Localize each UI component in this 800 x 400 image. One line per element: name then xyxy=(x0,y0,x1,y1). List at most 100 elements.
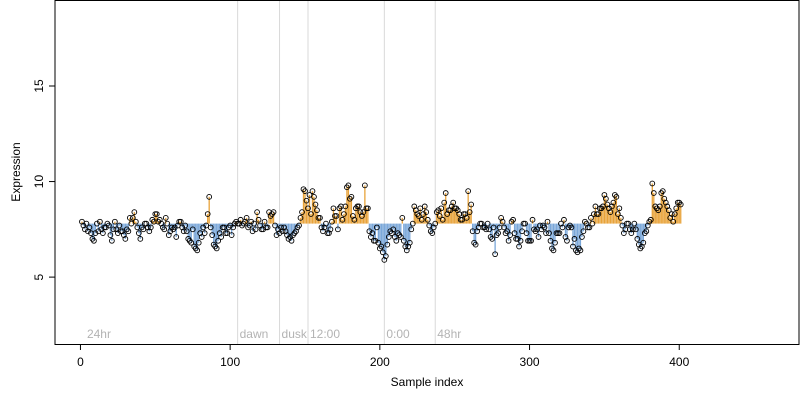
data-point xyxy=(147,224,154,231)
data-point xyxy=(589,220,596,227)
data-point xyxy=(375,239,382,246)
data-point xyxy=(408,226,415,233)
data-point xyxy=(444,211,451,217)
data-point xyxy=(374,224,380,231)
data-point xyxy=(568,224,575,231)
data-point xyxy=(505,237,512,244)
data-point xyxy=(121,232,127,238)
data-point xyxy=(429,230,436,237)
data-point xyxy=(299,209,305,215)
data-series xyxy=(79,180,684,263)
data-point xyxy=(137,236,144,242)
data-point xyxy=(463,215,470,221)
data-point xyxy=(228,232,235,238)
data-point xyxy=(621,230,627,237)
data-point xyxy=(390,226,397,233)
data-point xyxy=(360,209,367,215)
data-point xyxy=(399,215,406,221)
data-point xyxy=(207,224,214,231)
data-point xyxy=(430,224,437,231)
data-point xyxy=(368,234,374,240)
data-point xyxy=(561,216,567,223)
data-point xyxy=(489,236,495,242)
data-point xyxy=(546,230,552,237)
data-point xyxy=(580,228,587,235)
data-point xyxy=(668,211,675,217)
marker-label-2: dusk xyxy=(282,327,308,341)
data-point xyxy=(510,216,516,223)
data-point xyxy=(492,251,498,258)
plot-frame xyxy=(54,0,800,345)
data-point xyxy=(661,195,668,202)
x-tick-label: 400 xyxy=(669,355,689,369)
data-point xyxy=(243,215,250,221)
data-point xyxy=(667,215,674,221)
data-point xyxy=(628,230,635,237)
data-point xyxy=(478,220,485,227)
data-point xyxy=(588,215,594,221)
data-point xyxy=(318,224,325,231)
data-point xyxy=(213,245,220,252)
data-point xyxy=(162,215,169,221)
data-point xyxy=(278,224,284,231)
data-point xyxy=(129,215,136,221)
data-point xyxy=(388,230,395,237)
data-point xyxy=(655,207,662,214)
data-point xyxy=(198,234,205,240)
data-point xyxy=(161,226,168,233)
y-tick-label: 5 xyxy=(32,273,46,280)
data-point xyxy=(303,197,310,204)
data-point xyxy=(558,220,564,227)
data-point xyxy=(255,216,262,223)
data-point xyxy=(348,193,355,200)
data-point xyxy=(411,203,418,210)
data-point xyxy=(613,193,620,200)
data-point xyxy=(350,213,356,219)
data-point xyxy=(421,203,428,210)
data-point xyxy=(583,220,590,227)
data-point xyxy=(474,228,480,235)
data-point xyxy=(677,201,684,208)
data-point xyxy=(559,224,566,231)
data-point xyxy=(670,218,677,225)
data-point xyxy=(311,193,317,200)
data-point xyxy=(91,237,97,244)
data-point xyxy=(369,230,376,237)
data-point xyxy=(251,220,257,227)
data-point xyxy=(362,182,368,189)
data-point xyxy=(345,182,352,189)
data-point xyxy=(552,239,558,246)
data-point xyxy=(125,228,132,235)
data-point xyxy=(110,226,117,233)
y-axis-label: Expression xyxy=(9,142,23,201)
data-point xyxy=(644,222,651,229)
data-point xyxy=(297,215,304,221)
data-point xyxy=(618,215,624,221)
data-point xyxy=(356,203,362,210)
data-point xyxy=(647,216,654,223)
data-point xyxy=(607,209,614,215)
data-point xyxy=(439,216,446,223)
data-point xyxy=(384,241,391,248)
data-point xyxy=(126,215,133,221)
data-point xyxy=(450,199,457,206)
data-point xyxy=(603,195,609,202)
data-point xyxy=(329,218,335,225)
data-point xyxy=(279,228,286,235)
data-point xyxy=(272,222,278,229)
data-point xyxy=(194,247,201,254)
data-point xyxy=(656,203,663,210)
data-point xyxy=(631,220,638,227)
data-point xyxy=(339,216,346,223)
data-point xyxy=(83,220,90,227)
data-point xyxy=(397,234,404,240)
data-point xyxy=(511,230,518,237)
data-point xyxy=(498,215,504,221)
data-point xyxy=(254,209,260,215)
data-point xyxy=(326,230,332,237)
data-point xyxy=(308,211,314,217)
data-point xyxy=(634,236,641,242)
data-point xyxy=(615,211,621,217)
data-point xyxy=(665,207,672,214)
